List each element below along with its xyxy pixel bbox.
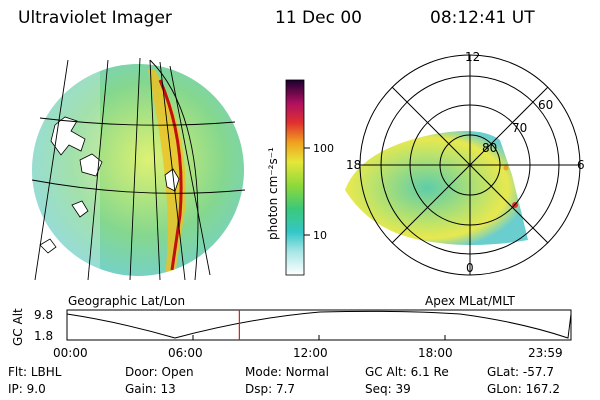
seq-value: 39: [395, 382, 411, 396]
mlat-label-80: 80: [482, 141, 497, 155]
timeline-xtick-2: 12:00: [293, 346, 328, 360]
colorbar-unit-label: photon cm⁻²s⁻¹: [266, 147, 280, 240]
glat-value: -57.7: [522, 365, 554, 379]
instrument-title: Ultraviolet Imager: [18, 8, 172, 28]
ip-value: 9.0: [26, 382, 46, 396]
flt-field: Flt: LBHL: [8, 365, 62, 379]
coastline-island-5: [164, 168, 180, 192]
gain-field: Gain: 13: [125, 382, 176, 396]
geo-disk: [32, 64, 244, 276]
polar-grid: [359, 54, 581, 276]
timeline-xtick-4: 23:59: [528, 346, 563, 360]
polar-auroral-oval: [345, 131, 528, 245]
seq-field: Seq: 39: [365, 382, 411, 396]
timeline-xtick-3: 18:00: [418, 346, 453, 360]
gain-value: 13: [160, 382, 176, 396]
colorbar-label-10: 10: [313, 229, 327, 242]
door-field: Door: Open: [125, 365, 194, 379]
timeline-ytick-top: 9.8: [34, 308, 53, 322]
mlt-label-12: 12: [465, 50, 480, 64]
glon-field: GLon: 167.2: [487, 382, 560, 396]
timeline-ytick-bottom: 1.8: [34, 329, 53, 343]
ip-field: IP: 9.0: [8, 382, 46, 396]
mode-field: Mode: Normal: [245, 365, 329, 379]
gc-alt-field: GC Alt: 6.1 Re: [365, 365, 449, 379]
mlt-label-6: 6: [577, 158, 585, 172]
glat-field: GLat: -57.7: [487, 365, 554, 379]
coastline-island-2: [79, 153, 103, 177]
colorbar-scale: [285, 79, 305, 276]
mode-value: Normal: [285, 365, 329, 379]
mlat-label-60: 60: [538, 98, 553, 112]
date-label: 11 Dec 00: [275, 8, 362, 28]
coastline-island-3: [71, 200, 89, 218]
colorbar-label-100: 100: [313, 142, 334, 155]
flt-value: LBHL: [30, 365, 62, 379]
glon-value: 167.2: [525, 382, 560, 396]
auroral-peak: [158, 79, 183, 271]
polar-caption: Apex MLat/MLT: [425, 294, 515, 308]
gc-alt-value: 6.1 Re: [410, 365, 449, 379]
timeline-ylabel: GC Alt: [11, 308, 25, 346]
door-value: Open: [161, 365, 194, 379]
dsp-value: 7.7: [275, 382, 296, 396]
timeline-xtick-0: 00:00: [53, 346, 88, 360]
mlt-label-0: 0: [466, 261, 474, 275]
polar-image: [345, 54, 581, 276]
geo-image: [31, 57, 246, 281]
coastline-island-4: [39, 238, 57, 254]
orbit-altitude-curve: [66, 310, 572, 339]
time-label: 08:12:41 UT: [430, 8, 535, 28]
mlt-label-18: 18: [346, 158, 361, 172]
geo-caption: Geographic Lat/Lon: [68, 294, 185, 308]
auroral-arc: [148, 70, 186, 275]
coastline-island-1: [50, 116, 86, 156]
timeline-xtick-1: 06:00: [168, 346, 203, 360]
geo-grid-lines: [31, 57, 246, 281]
timeline-xticks: [66, 335, 572, 340]
dsp-field: Dsp: 7.7: [245, 382, 296, 396]
mlat-label-70: 70: [512, 121, 527, 135]
